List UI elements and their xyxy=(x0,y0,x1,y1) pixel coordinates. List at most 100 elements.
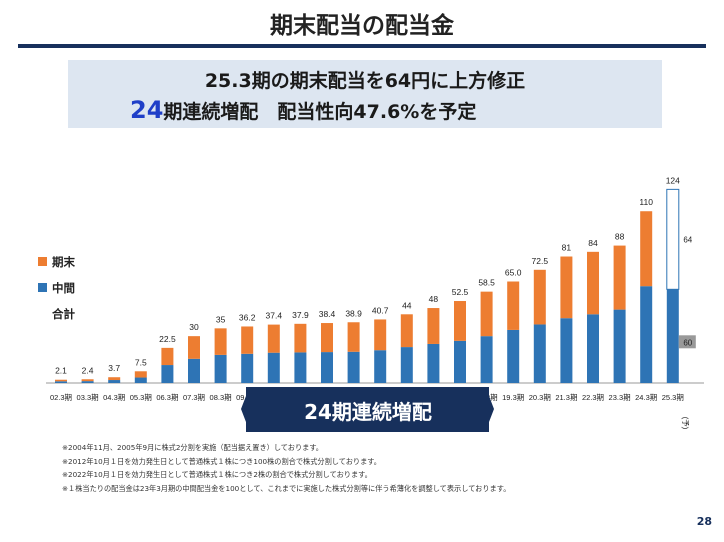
total-label: 88 xyxy=(615,232,625,242)
bar-year-end xyxy=(188,336,200,359)
footnote: ※１株当たりの配当金は23年3月期の中間配当金を100として、これまでに実施した… xyxy=(62,483,511,493)
bar-year-end xyxy=(454,301,466,341)
total-label: 2.4 xyxy=(82,365,94,375)
x-tick-label: 05.3期 xyxy=(130,393,152,402)
total-label: 44 xyxy=(402,300,412,310)
bar-interim xyxy=(480,336,493,383)
footnotes: ※2004年11月、2005年9月に株式2分割を実施（配当据え置き）しております… xyxy=(62,441,510,495)
bar-interim xyxy=(640,286,653,383)
bar-year-end xyxy=(587,251,599,315)
total-label: 35 xyxy=(216,314,226,324)
bar-interim xyxy=(454,340,466,383)
bar-year-end xyxy=(560,256,573,319)
bar-interim xyxy=(533,324,546,383)
bar-interim xyxy=(321,352,333,383)
bar-year-end xyxy=(347,322,360,352)
bar-interim xyxy=(427,343,440,383)
total-label: 3.7 xyxy=(108,363,120,373)
bar-year-end xyxy=(214,328,227,355)
total-label: 81 xyxy=(562,243,572,253)
bar-year-end xyxy=(480,291,493,337)
bar-interim xyxy=(108,380,121,383)
bar-interim xyxy=(55,381,67,383)
headline-line-2-text: 期連続増配 配当性向47.6%を予定 xyxy=(163,101,477,123)
bar-interim xyxy=(613,309,626,383)
total-label: 37.9 xyxy=(292,310,309,320)
headline-box: 25.3期の期末配当を64円に上方修正 24期連続増配 配当性向47.6%を予定 xyxy=(68,60,662,128)
total-label: 65.0 xyxy=(505,268,522,278)
total-label: 30 xyxy=(189,322,199,332)
bar-year-end xyxy=(81,379,94,382)
bar-year-end xyxy=(241,326,254,354)
legend-label-total: 合計 xyxy=(52,307,75,321)
legend-label-year-end: 期末 xyxy=(52,255,75,269)
footnote: ※2022年10月１日を効力発生日として普通株式１株につき2株の割合で株式分割し… xyxy=(62,470,372,480)
x-tick-label: 22.3期 xyxy=(582,393,604,402)
page-number: 28 xyxy=(696,515,712,528)
bar-year-end xyxy=(267,324,280,353)
bar-year-end xyxy=(161,347,174,366)
total-label: 2.1 xyxy=(55,366,67,376)
legend-label-interim: 中間 xyxy=(52,281,75,295)
x-tick-label: 24.3期 xyxy=(635,393,657,402)
streak-banner xyxy=(241,387,494,432)
bar-interim xyxy=(374,350,387,383)
bar-year-end xyxy=(507,281,520,330)
bar-year-end xyxy=(55,379,67,382)
streak-banner-label: 24期連続増配 xyxy=(304,400,432,424)
bar-year-end xyxy=(108,377,121,381)
legend-swatch-year-end xyxy=(38,257,47,266)
title-underline xyxy=(18,44,706,48)
bar-year-end xyxy=(427,308,440,344)
x-tick-label: 08.3期 xyxy=(210,393,232,402)
bar-interim xyxy=(188,358,200,383)
bar-interim xyxy=(666,289,679,383)
bar-year-end xyxy=(374,319,387,351)
total-label: 110 xyxy=(639,197,653,207)
total-label: 38.9 xyxy=(345,308,362,318)
total-label: 40.7 xyxy=(372,305,389,315)
total-label: 58.5 xyxy=(478,278,495,288)
forecast-interim-label-box xyxy=(678,335,696,349)
footnote: ※2004年11月、2005年9月に株式2分割を実施（配当据え置き）しております… xyxy=(62,443,323,452)
bar-interim xyxy=(134,377,147,383)
total-label: 38.4 xyxy=(319,309,336,319)
x-tick-label: 19.3期 xyxy=(502,393,524,402)
forecast-interim-label: 60 xyxy=(683,338,692,347)
footnote: ※2012年10月１日を効力発生日として普通株式１株につき100株の割合で株式分… xyxy=(62,456,381,466)
total-label: 72.5 xyxy=(532,256,549,266)
dividend-chart: 2.1 02.3期 2.4 03.3期 3.7 04.3期 7.5 05.3期 22.5 06.3… xyxy=(38,175,704,432)
total-label: 36.2 xyxy=(239,312,256,322)
bar-year-end xyxy=(666,188,680,290)
x-tick-label: 21.3期 xyxy=(555,393,577,402)
bar-interim xyxy=(507,329,520,383)
x-tick-label: 25.3期 xyxy=(662,393,684,402)
headline-line-2: 24期連続増配 配当性向47.6%を予定 xyxy=(130,96,476,124)
x-tick-label: 23.3期 xyxy=(609,393,631,402)
bar-year-end xyxy=(400,314,413,348)
bar-year-end xyxy=(613,245,626,310)
bar-interim xyxy=(294,352,307,383)
x-tick-label: 06.3期 xyxy=(156,393,178,402)
x-tick-label: 07.3期 xyxy=(183,393,205,402)
total-label: 37.4 xyxy=(266,311,283,321)
forecast-note: (予) xyxy=(681,417,690,430)
bar-interim xyxy=(347,351,360,383)
bar-interim xyxy=(587,314,599,383)
total-label: 7.5 xyxy=(135,357,147,367)
bar-year-end xyxy=(321,323,333,353)
legend-swatch-interim xyxy=(38,283,47,292)
page-title: 期末配当の配当金 xyxy=(270,13,454,39)
bar-interim xyxy=(161,365,174,383)
x-tick-label: 04.3期 xyxy=(103,393,125,402)
bar-year-end xyxy=(640,211,653,287)
total-label: 124 xyxy=(666,175,680,185)
x-tick-label: 02.3期 xyxy=(50,393,72,402)
x-tick-label: 03.3期 xyxy=(77,393,99,402)
bar-year-end xyxy=(533,269,546,325)
headline-streak-number: 24 xyxy=(130,96,164,124)
bar-year-end xyxy=(294,323,307,353)
x-tick-label: 20.3期 xyxy=(529,393,551,402)
bar-interim xyxy=(241,353,254,383)
bar-interim xyxy=(81,381,94,383)
